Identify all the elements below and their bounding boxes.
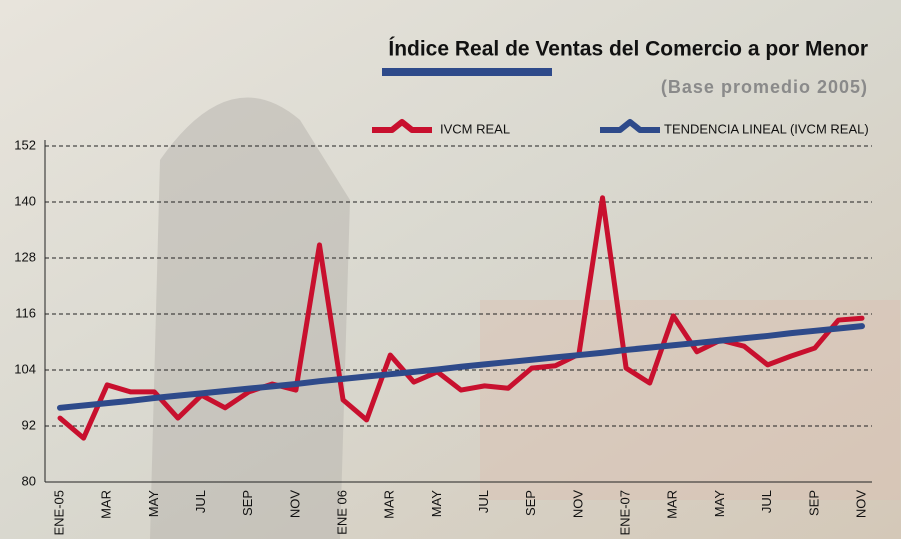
legend-swatch: [600, 119, 660, 133]
x-tick-label: SEP: [240, 490, 255, 516]
x-tick-label: SEP: [523, 490, 538, 516]
x-tick-label: JUL: [476, 490, 491, 513]
x-tick-label: MAR: [665, 490, 680, 519]
x-tick-label: MAY: [146, 490, 161, 518]
title-underline: [382, 68, 552, 76]
legend-label: TENDENCIA LINEAL (IVCM REAL): [664, 121, 869, 136]
x-tick-label: JUL: [193, 490, 208, 513]
y-tick-label: 80: [22, 473, 36, 488]
series-line: [57, 323, 865, 411]
y-tick-label: 128: [14, 249, 36, 264]
y-tick-label: 152: [14, 137, 36, 152]
background-figure: [150, 97, 350, 539]
y-tick-label: 104: [14, 361, 36, 376]
x-tick-label: NOV: [570, 490, 585, 519]
x-tick-label: ENE-07: [618, 490, 633, 536]
x-tick-label: NOV: [853, 490, 868, 519]
y-tick-label: 116: [15, 305, 36, 320]
y-tick-label: 92: [22, 417, 36, 432]
chart-subtitle: (Base promedio 2005): [661, 77, 868, 97]
y-tick-label: 140: [14, 193, 36, 208]
legend-label: IVCM REAL: [440, 121, 510, 136]
x-tick-label: MAR: [382, 490, 397, 519]
x-tick-label: MAY: [429, 490, 444, 518]
x-tick-label: MAY: [712, 490, 727, 518]
x-tick-label: NOV: [287, 490, 302, 519]
x-tick-label: JUL: [759, 490, 774, 513]
x-tick-label: ENE 06: [334, 490, 349, 535]
x-tick-label: ENE-05: [51, 490, 66, 536]
x-tick-label: SEP: [806, 490, 821, 516]
x-tick-label: MAR: [99, 490, 114, 519]
chart-title: Índice Real de Ventas del Comercio a por…: [388, 38, 868, 61]
legend-swatch: [372, 119, 432, 133]
